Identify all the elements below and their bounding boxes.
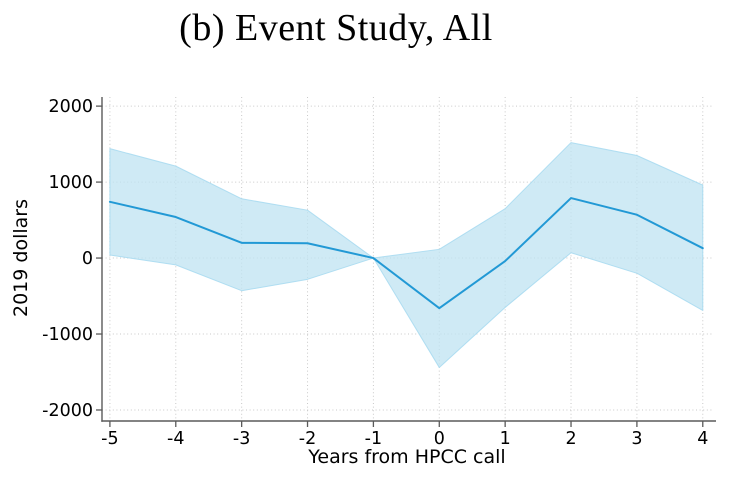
y-tick-label: 2000 bbox=[48, 97, 93, 117]
x-tick-label: -2 bbox=[299, 429, 316, 449]
x-tick-label: 3 bbox=[631, 429, 642, 449]
chart-title: (b) Event Study, All bbox=[179, 7, 493, 49]
estimate-line bbox=[108, 197, 704, 310]
x-tick-label: 2 bbox=[565, 429, 576, 449]
x-tick-label: 0 bbox=[434, 429, 445, 449]
x-tick-label: 1 bbox=[500, 429, 511, 449]
y-tick-label: -2000 bbox=[42, 401, 93, 421]
x-tick-label: 4 bbox=[697, 429, 708, 449]
x-tick-label: -4 bbox=[167, 429, 184, 449]
x-tick-label: -3 bbox=[233, 429, 250, 449]
x-tick-label: -5 bbox=[101, 429, 118, 449]
x-axis-title: Years from HPCC call bbox=[308, 446, 506, 468]
confidence-band bbox=[109, 142, 704, 368]
x-tick-label: -1 bbox=[365, 429, 382, 449]
y-tick-label: 0 bbox=[82, 249, 93, 269]
y-tick-label: 1000 bbox=[48, 173, 93, 193]
y-axis-title: 2019 dollars bbox=[10, 199, 32, 317]
y-tick-label: -1000 bbox=[42, 325, 93, 345]
